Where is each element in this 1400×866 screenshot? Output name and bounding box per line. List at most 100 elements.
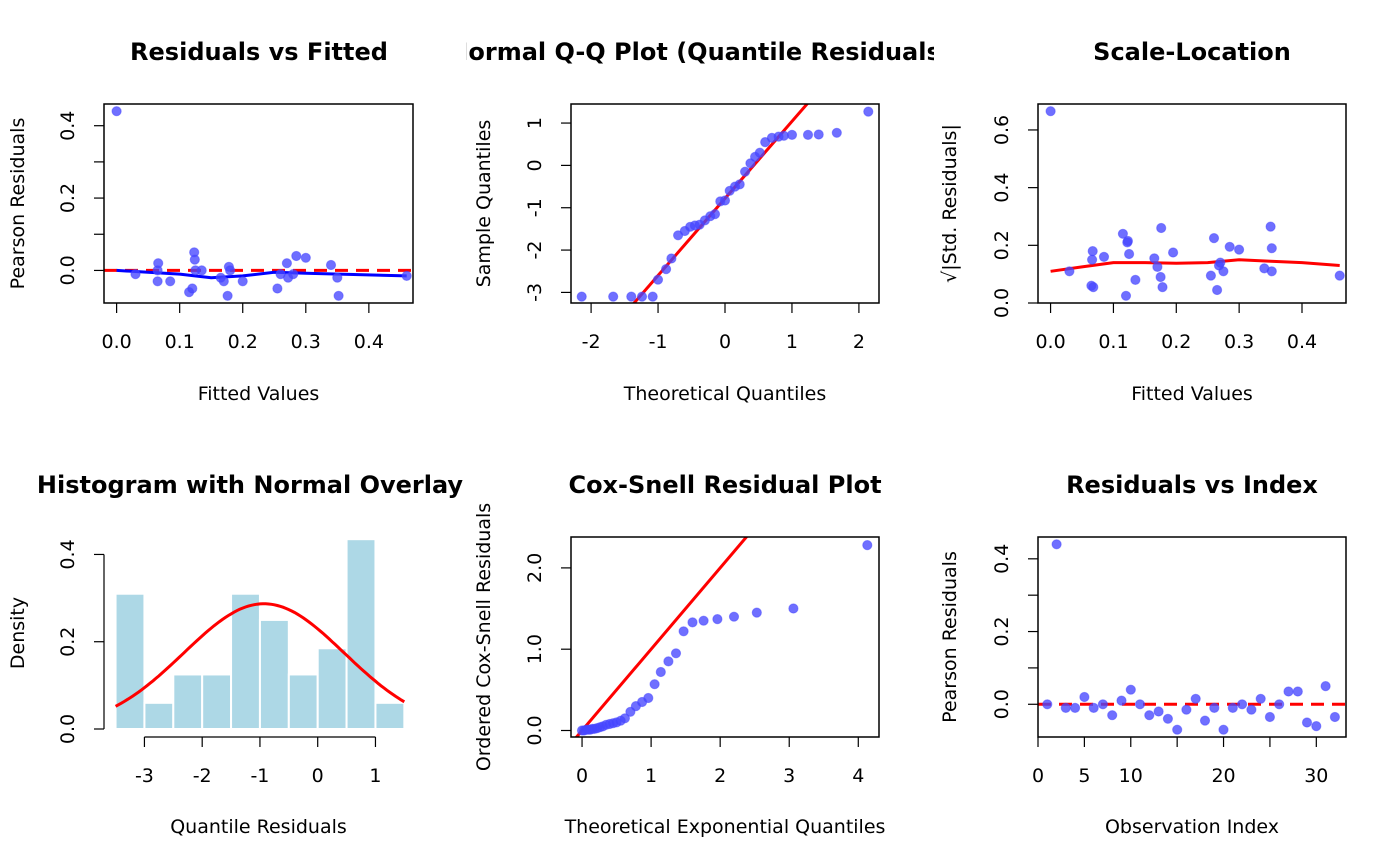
histogram-bar [258, 618, 290, 731]
data-point [576, 291, 587, 302]
plot-frame [570, 536, 880, 738]
x-tick-label: 2 [853, 331, 865, 353]
data-point [332, 272, 343, 283]
y-axis-label: Sample Quantiles [473, 120, 495, 288]
data-point [1149, 253, 1160, 264]
x-axis-label: Theoretical Exponential Quantiles [564, 816, 886, 838]
data-point [1227, 702, 1238, 714]
data-point [1088, 282, 1099, 293]
data-point [1215, 257, 1226, 268]
y-tick-label: 0.4 [57, 539, 79, 569]
data-point [1168, 247, 1179, 258]
data-point [728, 611, 740, 622]
x-tick-label: 1 [645, 765, 657, 787]
x-tick-label: 0.1 [1098, 331, 1128, 353]
data-point [291, 250, 302, 262]
x-tick-label: -2 [193, 765, 212, 787]
data-point [862, 540, 873, 551]
data-point [1124, 248, 1135, 260]
histogram-bar [201, 673, 233, 730]
data-point [1155, 271, 1166, 283]
data-point [1311, 721, 1322, 732]
smoother-line [116, 268, 407, 280]
data-point [670, 648, 682, 659]
data-point [237, 276, 248, 287]
data-point [1172, 724, 1183, 735]
panel-title: Scale-Location [1093, 38, 1291, 66]
y-tick-label: 0 [524, 159, 546, 171]
y-tick-label: 0.2 [991, 616, 1013, 646]
data-point [863, 106, 874, 117]
data-point [1051, 539, 1062, 550]
data-point [1301, 717, 1313, 728]
data-point [165, 276, 176, 287]
data-point [1320, 681, 1331, 692]
data-point [1218, 266, 1229, 277]
histogram-bar [172, 673, 204, 730]
data-point [1088, 702, 1099, 714]
histogram-bar [316, 647, 348, 730]
data-point [619, 713, 631, 724]
data-point [1283, 686, 1294, 697]
identity-reference-line [574, 537, 749, 737]
data-point [1199, 715, 1211, 726]
plot-frame [103, 103, 414, 304]
data-point [1205, 270, 1217, 281]
data-point [1292, 686, 1303, 697]
x-tick-label: 30 [1304, 765, 1328, 787]
panel-title: Cox-Snell Residual Plot [568, 471, 881, 499]
data-point [1266, 243, 1277, 254]
x-tick-label: 0 [312, 765, 324, 787]
data-point [1087, 246, 1098, 257]
y-axis-label: √|Std. Residuals| [939, 124, 961, 283]
histogram-bar [114, 592, 146, 731]
data-point [1153, 706, 1164, 717]
x-tick-label: 1 [786, 331, 798, 353]
data-point [698, 615, 709, 626]
data-point [1209, 702, 1220, 714]
data-point [608, 291, 619, 302]
data-point [687, 617, 698, 628]
panel-4: Histogram with Normal Overlay Quantile Re… [7, 471, 463, 838]
y-tick-label: 0.4 [57, 111, 79, 141]
data-point [1266, 266, 1277, 277]
data-point [1045, 106, 1056, 117]
y-axis-label: Pearson Residuals [939, 551, 961, 723]
panel-title: Residuals vs Index [1066, 471, 1318, 499]
data-point [1274, 699, 1285, 710]
data-point [1117, 228, 1129, 239]
data-point [1064, 266, 1075, 277]
x-tick-label: 0 [719, 331, 731, 353]
plot-area [1045, 106, 1345, 301]
data-point [196, 265, 207, 276]
data-point [222, 290, 233, 301]
data-point [655, 666, 666, 678]
x-tick-label: 0 [576, 765, 588, 787]
y-tick-label: 0.4 [991, 544, 1013, 574]
data-point [1208, 233, 1220, 244]
data-point [663, 656, 674, 667]
data-point [333, 290, 344, 301]
data-point [1042, 699, 1053, 710]
data-point [1329, 711, 1341, 723]
data-point [1264, 711, 1276, 723]
x-tick-label: -2 [582, 331, 601, 353]
y-tick-label: 0.6 [991, 115, 1013, 145]
x-tick-label: 0.0 [1035, 331, 1065, 353]
data-point [1060, 702, 1071, 714]
x-tick-label: 10 [1119, 765, 1143, 787]
data-point [187, 283, 198, 294]
data-point [300, 252, 311, 263]
data-point [189, 254, 200, 265]
data-point [1181, 704, 1192, 715]
data-point [1224, 241, 1235, 252]
x-tick-label: -1 [250, 765, 269, 787]
data-point [786, 129, 798, 140]
data-point [649, 679, 660, 690]
data-point [1134, 699, 1146, 710]
y-axis-label: Ordered Cox-Snell Residuals [473, 503, 495, 771]
data-point [325, 259, 337, 271]
data-point [1079, 691, 1090, 703]
panel-2: Normal Q-Q Plot (Quantile Residuals) Theo… [466, 38, 934, 405]
y-tick-label: 0.2 [57, 183, 79, 213]
